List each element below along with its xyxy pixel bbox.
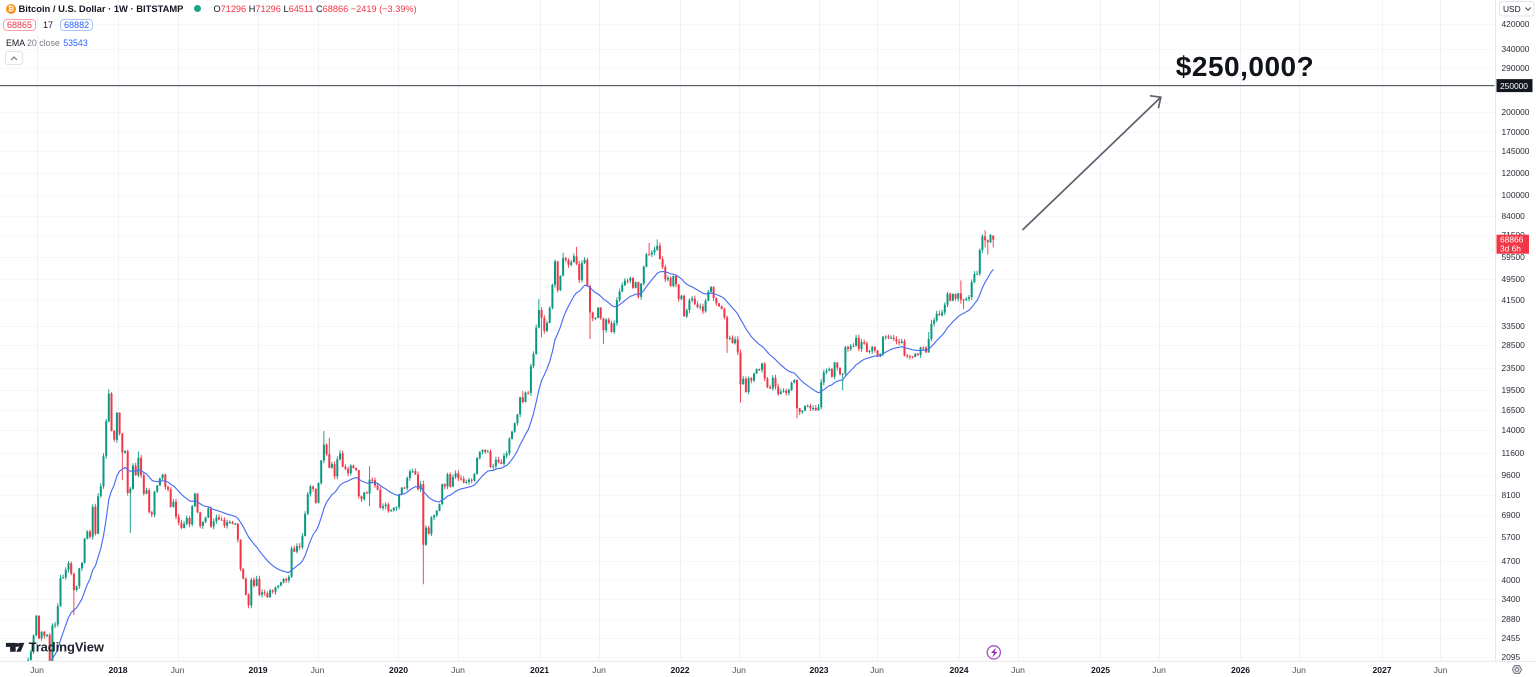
svg-text:Jun: Jun [870, 665, 884, 675]
svg-text:Jun: Jun [1292, 665, 1306, 675]
svg-text:9600: 9600 [1502, 470, 1521, 480]
svg-text:USD: USD [1503, 4, 1521, 14]
svg-text:290000: 290000 [1502, 63, 1530, 73]
svg-text:41500: 41500 [1502, 295, 1526, 305]
svg-text:4000: 4000 [1502, 575, 1521, 585]
svg-text:250000: 250000 [1500, 81, 1528, 91]
svg-text:2019: 2019 [248, 665, 267, 675]
svg-text:120000: 120000 [1502, 168, 1530, 178]
svg-text:340000: 340000 [1502, 44, 1530, 54]
svg-text:2020: 2020 [389, 665, 408, 675]
svg-text:Jun: Jun [1152, 665, 1166, 675]
svg-text:Jun: Jun [592, 665, 606, 675]
svg-text:Jun: Jun [451, 665, 465, 675]
svg-text:Jun: Jun [30, 665, 44, 675]
svg-text:170000: 170000 [1502, 127, 1530, 137]
svg-text:23500: 23500 [1502, 363, 1526, 373]
svg-text:2022: 2022 [670, 665, 689, 675]
svg-text:2455: 2455 [1502, 633, 1521, 643]
svg-text:Jun: Jun [1434, 665, 1448, 675]
svg-text:4700: 4700 [1502, 556, 1521, 566]
svg-text:Jun: Jun [1011, 665, 1025, 675]
svg-text:Jun: Jun [311, 665, 325, 675]
svg-text:68866: 68866 [1500, 235, 1524, 245]
svg-text:3d 6h: 3d 6h [1500, 244, 1521, 254]
svg-text:33500: 33500 [1502, 321, 1526, 331]
svg-text:49500: 49500 [1502, 274, 1526, 284]
svg-text:8100: 8100 [1502, 490, 1521, 500]
svg-text:420000: 420000 [1502, 19, 1530, 29]
svg-text:19500: 19500 [1502, 385, 1526, 395]
svg-text:11600: 11600 [1502, 448, 1525, 458]
svg-text:TradingView: TradingView [29, 639, 105, 654]
svg-text:2024: 2024 [949, 665, 968, 675]
svg-text:2018: 2018 [108, 665, 127, 675]
svg-text:2026: 2026 [1231, 665, 1250, 675]
svg-text:28500: 28500 [1502, 340, 1526, 350]
svg-text:3400: 3400 [1502, 594, 1521, 604]
svg-text:2021: 2021 [530, 665, 549, 675]
svg-text:2025: 2025 [1091, 665, 1110, 675]
svg-text:Jun: Jun [171, 665, 185, 675]
svg-text:145000: 145000 [1502, 146, 1530, 156]
svg-text:59500: 59500 [1502, 252, 1526, 262]
svg-text:2027: 2027 [1372, 665, 1391, 675]
svg-text:$250,000?: $250,000? [1176, 51, 1314, 82]
svg-text:100000: 100000 [1502, 190, 1530, 200]
svg-text:2023: 2023 [809, 665, 828, 675]
svg-text:14000: 14000 [1502, 425, 1526, 435]
svg-text:5700: 5700 [1502, 532, 1521, 542]
svg-text:84000: 84000 [1502, 211, 1526, 221]
svg-text:2880: 2880 [1502, 614, 1521, 624]
svg-text:6900: 6900 [1502, 510, 1521, 520]
svg-text:2095: 2095 [1502, 652, 1521, 662]
svg-text:200000: 200000 [1502, 107, 1530, 117]
svg-text:16500: 16500 [1502, 405, 1526, 415]
svg-text:Jun: Jun [732, 665, 746, 675]
